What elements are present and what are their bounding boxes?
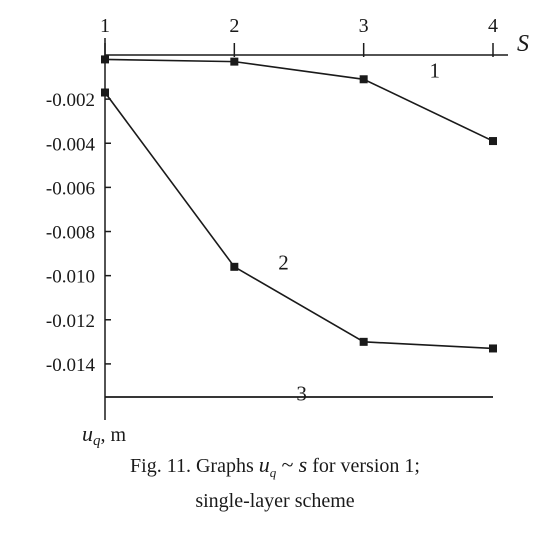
axes <box>104 38 508 420</box>
series-2-marker <box>359 337 368 346</box>
series-2-marker <box>489 344 497 353</box>
y-axis-label: uq, m <box>82 421 127 449</box>
x-tick-label: 1 <box>100 15 110 37</box>
figure-caption-line2: single-layer scheme <box>195 490 355 512</box>
series-2-marker <box>230 262 239 271</box>
y-tick-label: -0.004 <box>46 134 96 155</box>
y-tick-label: -0.008 <box>46 223 95 244</box>
series-line-1 <box>104 58 494 142</box>
y-tick-label: -0.012 <box>46 311 95 332</box>
series-1-marker <box>230 57 239 66</box>
y-tick-label: -0.010 <box>46 267 95 288</box>
series-line-2 <box>104 92 494 350</box>
x-axis-label: S <box>517 31 529 57</box>
x-tick-label: 2 <box>229 15 239 37</box>
labels: 1 2 3 Suq, m <box>82 31 529 449</box>
series-label-3: 3 <box>296 382 307 406</box>
y-tick-label: -0.014 <box>46 355 96 376</box>
caption-suffix: for version 1; <box>312 455 420 477</box>
series-1-marker <box>101 55 109 64</box>
series-1-marker <box>359 75 368 84</box>
y-tick-label: -0.006 <box>46 178 95 199</box>
caption-prefix: Fig. 11. Graphs <box>130 455 254 477</box>
series-lines <box>101 55 497 398</box>
series-label-2: 2 <box>278 250 289 274</box>
series-2-marker <box>101 88 109 97</box>
figure-caption-line1: Fig. 11. Graphs uq ~ s for version 1; <box>0 452 550 481</box>
x-tick-label: 4 <box>488 15 498 37</box>
x-tick-label: 3 <box>359 15 369 37</box>
series-label-1: 1 <box>430 58 441 82</box>
caption-formula-main: u <box>258 452 270 477</box>
y-tick-label: -0.002 <box>46 90 95 111</box>
ticks: 1 2 3 4 -0.002 -0.004 -0.006 -0.008 -0.010 -0.012… <box>46 15 498 376</box>
caption-formula-sub: q <box>269 465 277 480</box>
caption-formula-rest: ~ s <box>281 452 308 477</box>
series-1-marker <box>489 137 497 146</box>
